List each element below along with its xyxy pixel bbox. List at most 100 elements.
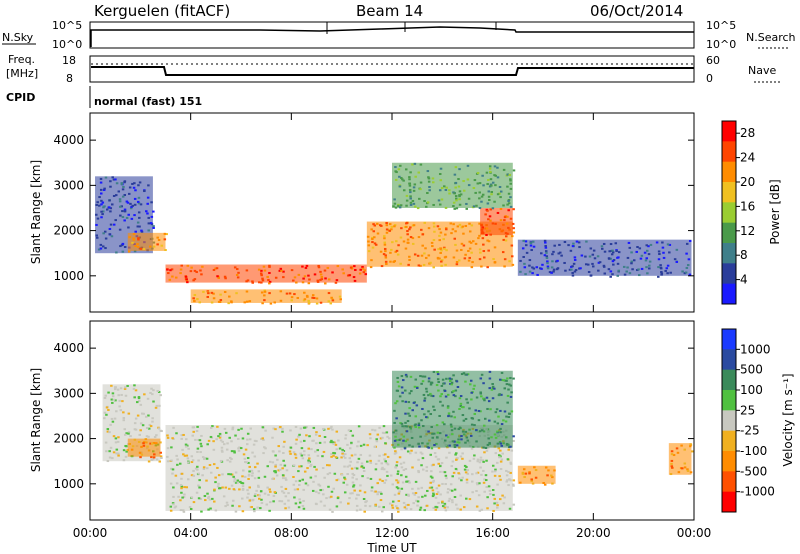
data-cell (658, 253, 661, 256)
data-cell (133, 203, 137, 206)
data-cell (244, 448, 248, 451)
data-cell (328, 496, 332, 499)
data-cell (479, 392, 483, 395)
data-cell (487, 179, 490, 182)
data-cell (224, 505, 227, 508)
data-cell (420, 419, 423, 422)
data-cell (224, 486, 228, 489)
data-cell (490, 184, 493, 187)
data-cell (323, 441, 327, 444)
data-cell (213, 500, 216, 503)
data-cell (316, 279, 320, 282)
data-cell (180, 477, 183, 480)
data-cell (418, 445, 421, 448)
data-cell (426, 489, 429, 492)
data-cell (429, 453, 432, 456)
data-cell (602, 242, 606, 245)
data-cell (453, 192, 456, 195)
data-cell (115, 452, 118, 455)
data-cell (473, 424, 476, 427)
data-cell (290, 296, 294, 299)
data-cell (335, 479, 338, 482)
data-cell (427, 176, 430, 179)
data-cell (452, 390, 455, 393)
data-cell (264, 447, 267, 450)
data-cell (683, 448, 686, 451)
data-cell (467, 249, 470, 252)
data-cell (441, 421, 445, 424)
data-cell (508, 383, 511, 386)
data-cell (348, 274, 351, 277)
data-cell (199, 269, 202, 272)
data-cell (466, 401, 469, 404)
data-cell (479, 251, 482, 254)
data-cell (147, 427, 151, 430)
data-cell (211, 425, 214, 428)
data-cell (406, 238, 410, 241)
data-cell (209, 435, 213, 438)
data-cell (472, 387, 475, 390)
colorbar-segment (722, 369, 736, 391)
data-cell (355, 497, 358, 500)
data-cell (398, 175, 401, 178)
data-cell (119, 409, 123, 412)
data-cell (584, 263, 588, 266)
data-cell (121, 195, 125, 198)
data-cell (192, 297, 195, 300)
data-cell (114, 219, 117, 222)
data-cell (379, 437, 383, 440)
data-cell (427, 410, 430, 413)
data-cell (166, 434, 169, 437)
data-cell (313, 273, 317, 276)
data-cell (156, 243, 159, 246)
data-cell (106, 460, 110, 463)
data-cell (319, 278, 322, 281)
colorbar-segment (722, 451, 736, 472)
data-cell (218, 487, 222, 490)
data-cell (394, 466, 397, 469)
data-cell (249, 427, 252, 430)
data-cell (589, 274, 593, 277)
data-cell (282, 276, 285, 279)
data-cell (448, 451, 451, 454)
data-cell (327, 292, 331, 295)
data-cell (385, 431, 389, 434)
data-cell (341, 448, 344, 451)
data-cell (402, 189, 406, 192)
data-cell (150, 387, 153, 390)
data-cell (209, 471, 213, 474)
data-cell (328, 464, 331, 467)
data-cell (260, 498, 263, 501)
data-cell (450, 381, 454, 384)
data-cell (282, 459, 285, 462)
data-cell (532, 267, 536, 270)
data-cell (296, 488, 300, 491)
data-cell (507, 416, 511, 419)
data-cell (183, 493, 186, 496)
data-cell (256, 506, 259, 509)
data-cell (353, 279, 357, 282)
data-cell (272, 427, 275, 430)
data-cell (154, 406, 158, 409)
data-cell (408, 228, 411, 231)
data-cell (237, 449, 241, 452)
data-cell (361, 267, 365, 270)
data-cell (460, 479, 463, 482)
data-cell (112, 398, 116, 401)
data-cell (630, 251, 633, 254)
data-cell (253, 510, 256, 513)
data-cell (146, 212, 149, 215)
data-cell (353, 489, 356, 492)
data-cell (138, 451, 142, 454)
data-cell (483, 478, 486, 481)
data-cell (408, 414, 411, 417)
data-cell (282, 491, 286, 494)
data-cell (481, 193, 485, 196)
data-cell (643, 251, 647, 254)
data-cell (355, 504, 359, 507)
data-cell (248, 470, 251, 473)
data-cell (438, 189, 442, 192)
data-cell (321, 488, 324, 491)
data-cell (244, 461, 247, 464)
data-cell (149, 391, 152, 394)
